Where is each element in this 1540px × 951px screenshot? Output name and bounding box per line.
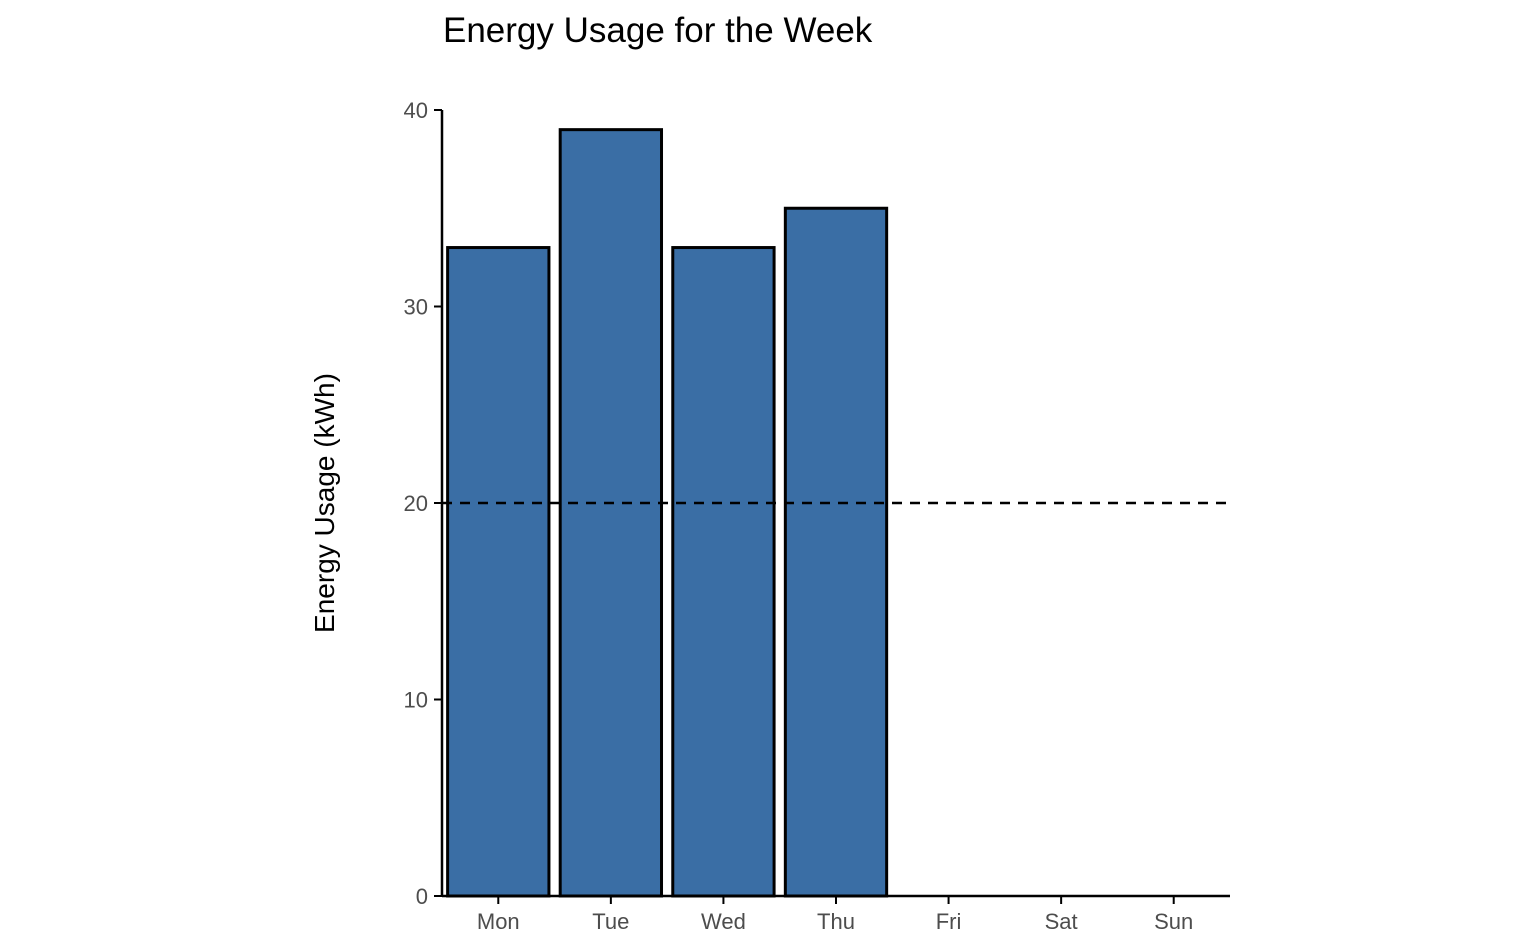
x-tick-label-fri: Fri [936,909,962,934]
bar-thu [783,206,889,898]
y-axis: 0 10 20 30 40 [404,98,442,909]
x-tick-label-mon: Mon [477,909,520,934]
y-axis-title: Energy Usage (kWh) [309,373,340,633]
bar-wed [671,246,776,898]
y-tick-label: 30 [404,295,428,320]
x-axis: Mon Tue Wed Thu Fri Sat Sun [477,896,1193,934]
y-tick-label: 40 [404,98,428,123]
bar-mon [446,246,551,898]
y-tick-label: 0 [416,884,428,909]
y-tick-label: 20 [404,491,428,516]
x-tick-label-tue: Tue [592,909,629,934]
x-tick-label-thu: Thu [817,909,855,934]
bars-group [446,128,889,898]
bar-tue [558,128,664,898]
x-tick-label-sun: Sun [1154,909,1193,934]
y-tick-label: 10 [404,688,428,713]
x-tick-label-wed: Wed [701,909,746,934]
x-tick-label-sat: Sat [1045,909,1078,934]
chart-title: Energy Usage for the Week [443,11,873,50]
